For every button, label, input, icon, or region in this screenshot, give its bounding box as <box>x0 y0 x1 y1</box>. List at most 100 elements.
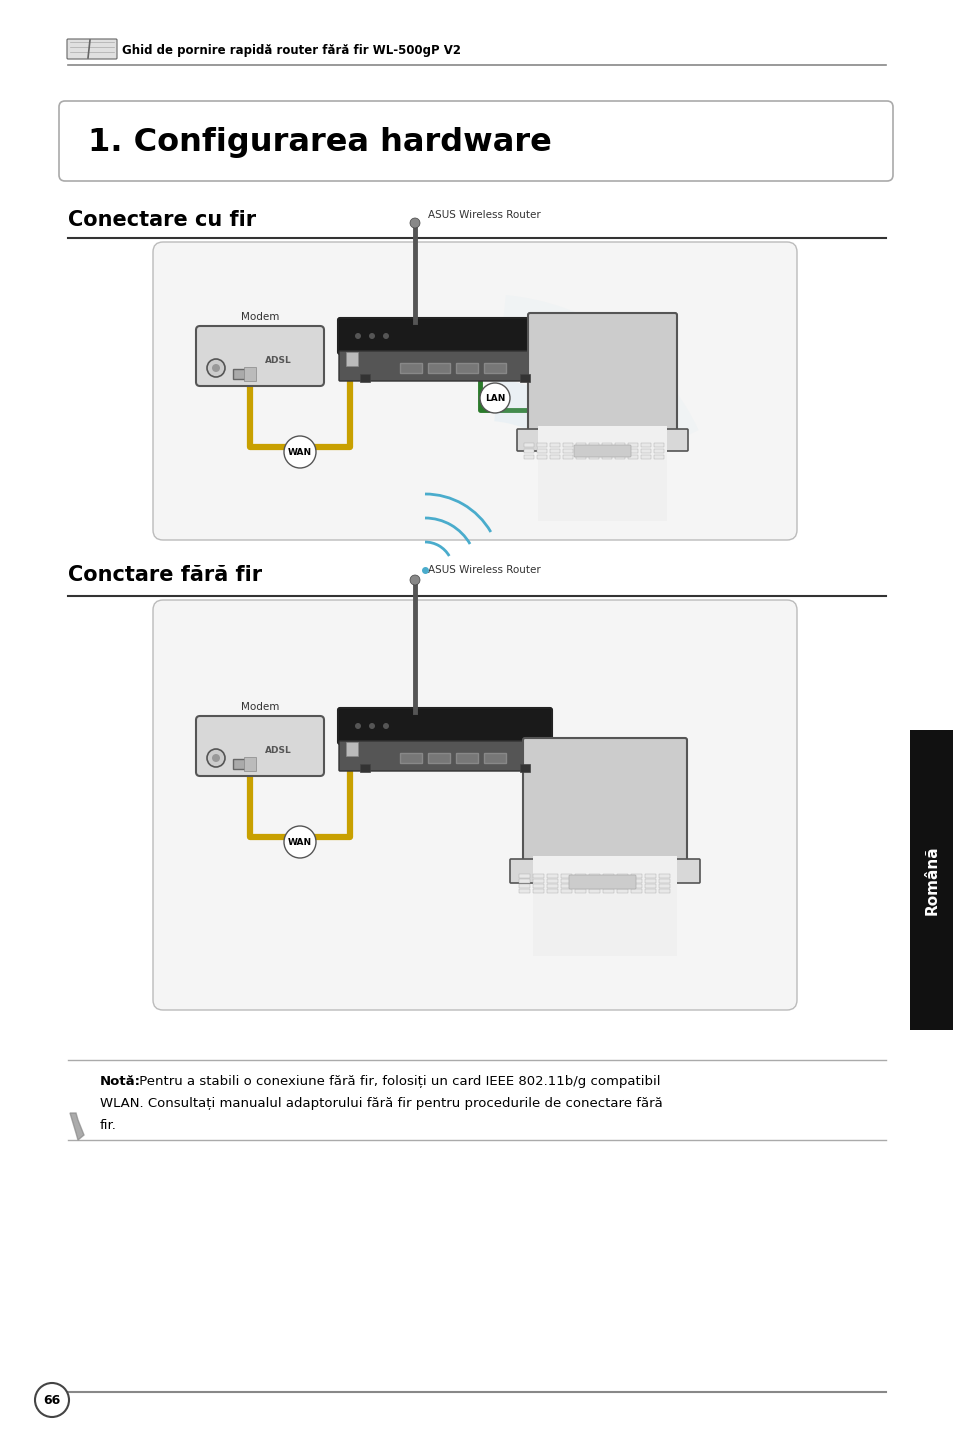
Bar <box>588 879 599 884</box>
Bar <box>233 369 249 379</box>
Circle shape <box>355 723 360 729</box>
FancyBboxPatch shape <box>59 102 892 180</box>
Bar <box>630 884 641 888</box>
Bar <box>483 362 505 372</box>
Bar <box>560 874 572 878</box>
Bar <box>909 730 953 1030</box>
Bar <box>644 889 656 894</box>
Bar <box>560 889 572 894</box>
Bar <box>346 742 357 756</box>
Text: Modem: Modem <box>240 702 279 712</box>
Text: WAN: WAN <box>288 448 312 457</box>
Bar <box>617 884 627 888</box>
Bar <box>560 879 572 884</box>
Text: 1. Configurarea hardware: 1. Configurarea hardware <box>88 126 551 158</box>
FancyBboxPatch shape <box>337 318 552 354</box>
Text: ASUS Wireless Router: ASUS Wireless Router <box>428 566 540 576</box>
Bar <box>533 856 677 957</box>
Bar <box>523 455 534 460</box>
Bar <box>456 362 477 372</box>
Bar <box>575 879 585 884</box>
Text: LAN: LAN <box>484 394 505 402</box>
Circle shape <box>207 359 225 377</box>
Bar <box>519 374 530 382</box>
Polygon shape <box>70 1113 84 1140</box>
Bar <box>654 450 663 453</box>
Circle shape <box>284 826 315 858</box>
FancyBboxPatch shape <box>337 707 552 745</box>
Bar <box>602 889 614 894</box>
Bar <box>550 455 559 460</box>
Bar <box>359 765 370 772</box>
Bar <box>588 884 599 888</box>
Text: ADSL: ADSL <box>264 355 291 365</box>
Bar <box>601 442 612 447</box>
Bar <box>537 442 546 447</box>
Text: ADSL: ADSL <box>264 746 291 755</box>
Bar <box>550 442 559 447</box>
Bar <box>562 442 573 447</box>
Bar <box>518 879 530 884</box>
Text: Modem: Modem <box>240 312 279 322</box>
Bar <box>537 425 666 521</box>
Bar <box>659 874 669 878</box>
Bar <box>546 884 558 888</box>
Bar <box>456 753 477 763</box>
Bar <box>602 879 614 884</box>
Bar <box>617 879 627 884</box>
Circle shape <box>410 576 419 586</box>
Bar <box>576 442 585 447</box>
Circle shape <box>35 1383 69 1418</box>
Bar <box>483 753 505 763</box>
Bar <box>518 884 530 888</box>
Bar <box>537 450 546 453</box>
Bar <box>518 874 530 878</box>
Bar <box>654 455 663 460</box>
Bar <box>615 450 624 453</box>
Bar <box>627 450 638 453</box>
Bar <box>575 874 585 878</box>
Circle shape <box>382 723 389 729</box>
Bar <box>562 450 573 453</box>
Bar <box>359 374 370 382</box>
Bar <box>233 759 249 769</box>
FancyBboxPatch shape <box>152 242 796 540</box>
Bar <box>640 442 650 447</box>
Bar <box>523 450 534 453</box>
Bar <box>602 884 614 888</box>
Bar <box>630 874 641 878</box>
Bar <box>644 874 656 878</box>
Bar <box>588 450 598 453</box>
Bar <box>630 879 641 884</box>
Bar <box>560 884 572 888</box>
Bar <box>654 442 663 447</box>
Bar <box>659 879 669 884</box>
Bar <box>615 455 624 460</box>
Bar <box>533 884 543 888</box>
Bar <box>428 753 450 763</box>
Bar <box>617 889 627 894</box>
Bar <box>523 442 534 447</box>
Bar <box>244 758 255 770</box>
Bar <box>644 879 656 884</box>
Bar <box>546 879 558 884</box>
Text: Pentru a stabili o conexiune fără fir, folosiți un card IEEE 802.11b/g compatibi: Pentru a stabili o conexiune fără fir, f… <box>135 1075 659 1088</box>
Text: WAN: WAN <box>288 838 312 846</box>
Bar <box>428 362 450 372</box>
Bar <box>575 884 585 888</box>
Bar <box>588 889 599 894</box>
Bar <box>588 455 598 460</box>
Bar <box>659 889 669 894</box>
Circle shape <box>369 334 375 339</box>
FancyBboxPatch shape <box>338 740 551 770</box>
Bar <box>562 455 573 460</box>
Bar <box>546 889 558 894</box>
Bar <box>518 889 530 894</box>
FancyBboxPatch shape <box>574 445 630 457</box>
FancyBboxPatch shape <box>568 875 636 889</box>
Bar <box>519 765 530 772</box>
Bar <box>617 874 627 878</box>
Bar <box>537 455 546 460</box>
FancyBboxPatch shape <box>510 859 700 884</box>
Text: Conectare cu fir: Conectare cu fir <box>68 211 255 231</box>
